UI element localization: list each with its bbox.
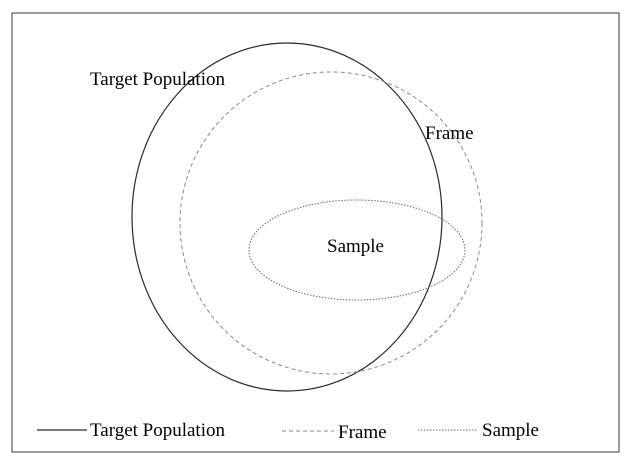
sample-ellipse (248, 199, 466, 301)
legend-target-population-label: Target Population (90, 420, 225, 441)
frame-label: Frame (425, 123, 474, 144)
target-population-label: Target Population (90, 69, 225, 90)
sample-label: Sample (327, 236, 384, 257)
target-population-ellipse (131, 42, 443, 392)
frame-ellipse (179, 71, 483, 375)
legend-frame-label: Frame (338, 422, 387, 443)
legend-sample-label: Sample (482, 420, 539, 441)
legend: Target Population Frame Sample (37, 420, 539, 443)
diagram-border (11, 12, 620, 453)
